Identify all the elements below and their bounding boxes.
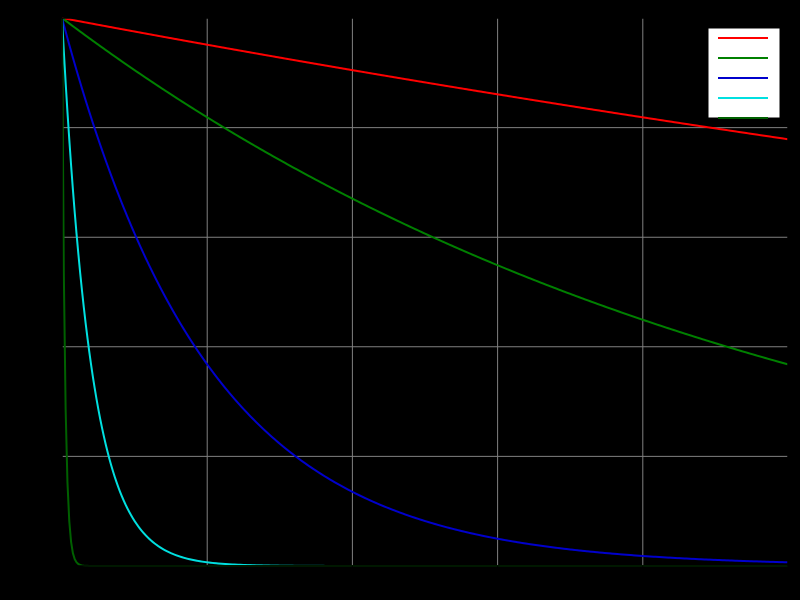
ytick-label: 0.8 — [33, 121, 50, 135]
ytick-label: 0.6 — [33, 230, 50, 244]
legend-box — [708, 28, 780, 118]
xtick-label: 1 — [204, 575, 211, 589]
ytick-label: 0 — [43, 559, 50, 573]
ytick-label: 1 — [43, 11, 50, 25]
xtick-label: 3 — [494, 575, 501, 589]
xtick-label: 4 — [639, 575, 646, 589]
xtick-label: 0 — [59, 575, 66, 589]
xtick-label: 5 — [785, 575, 792, 589]
ytick-label: 0.2 — [33, 449, 50, 463]
decay-chart: 0 1 2 3 4 5 0 0.2 0.4 0.6 0.8 1 — [0, 0, 800, 600]
chart-background — [0, 0, 800, 600]
ytick-label: 0.4 — [33, 340, 50, 354]
legend — [708, 28, 780, 118]
xtick-label: 2 — [349, 575, 356, 589]
